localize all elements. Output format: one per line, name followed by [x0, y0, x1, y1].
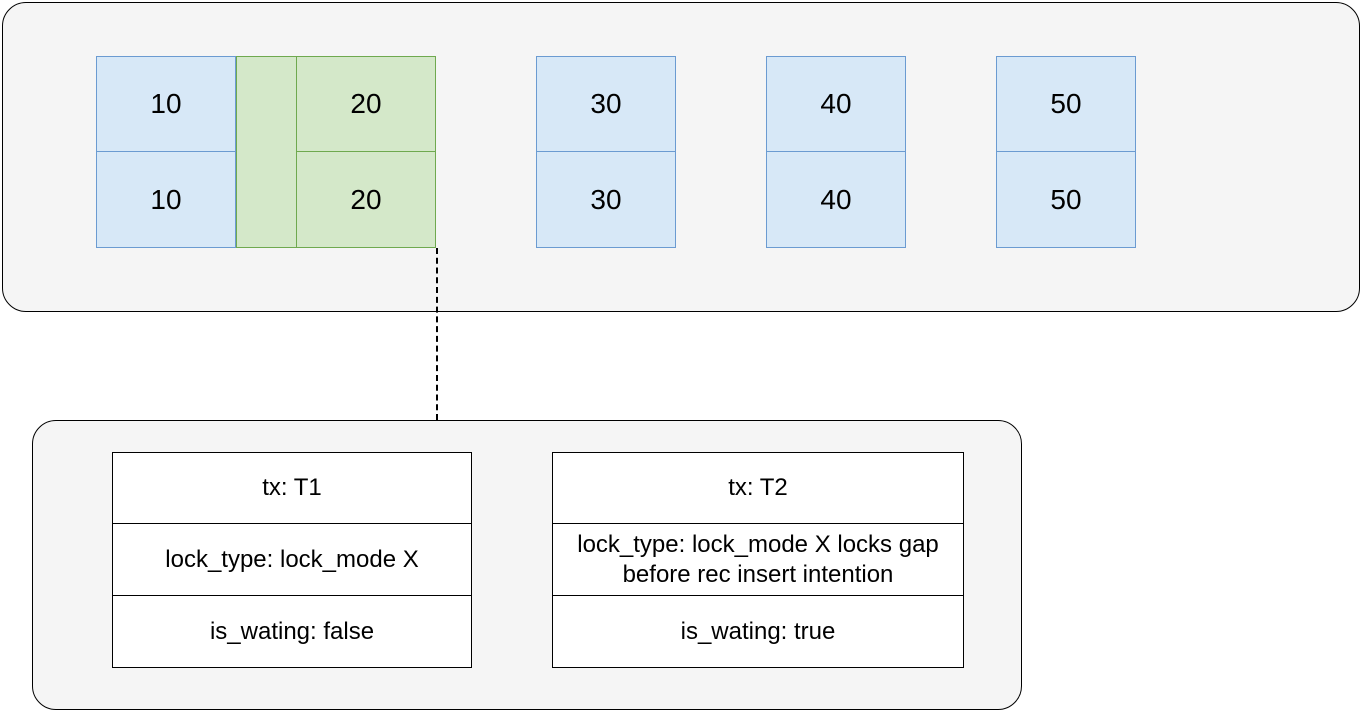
connector-line — [436, 248, 438, 420]
lock-table-1: tx: T2lock_type: lock_mode X locks gap b… — [552, 452, 964, 668]
record-0-bottom: 10 — [96, 152, 236, 248]
lock-table-0-row-2: is_wating: false — [112, 596, 472, 668]
record-4-top: 50 — [996, 56, 1136, 152]
record-0-top: 10 — [96, 56, 236, 152]
diagram-canvas: 10102020303040405050 tx: T1lock_type: lo… — [0, 0, 1362, 722]
lock-table-0: tx: T1lock_type: lock_mode Xis_wating: f… — [112, 452, 472, 668]
record-2-bottom: 30 — [536, 152, 676, 248]
lock-table-0-row-1: lock_type: lock_mode X — [112, 524, 472, 596]
lock-table-1-row-1: lock_type: lock_mode X locks gap before … — [552, 524, 964, 596]
lock-table-1-row-2: is_wating: true — [552, 596, 964, 668]
lock-table-0-row-0: tx: T1 — [112, 452, 472, 524]
record-2-top: 30 — [536, 56, 676, 152]
record-1-bottom: 20 — [296, 152, 436, 248]
record-3-bottom: 40 — [766, 152, 906, 248]
record-1-top: 20 — [296, 56, 436, 152]
record-3-top: 40 — [766, 56, 906, 152]
lock-table-1-row-0: tx: T2 — [552, 452, 964, 524]
record-4-bottom: 50 — [996, 152, 1136, 248]
